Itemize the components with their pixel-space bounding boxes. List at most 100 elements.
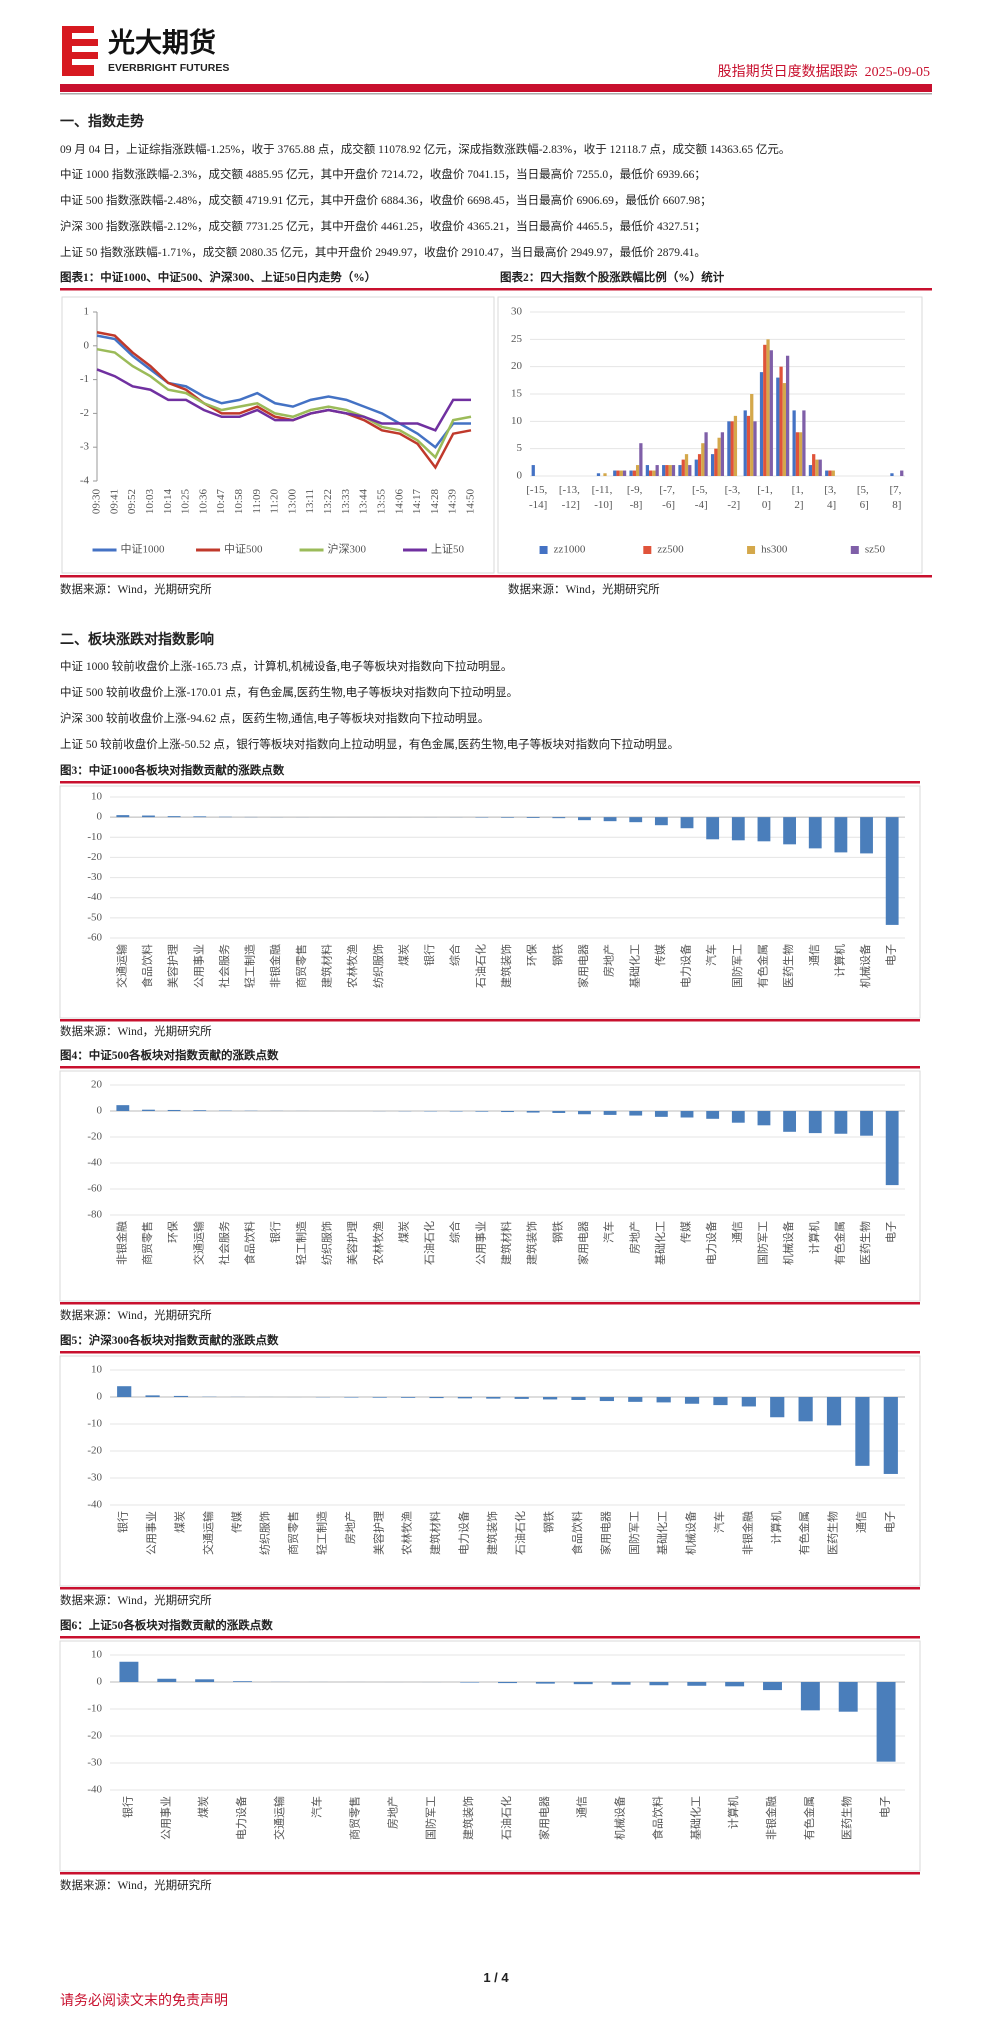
y-tick-label: -10	[87, 1418, 102, 1430]
bar	[684, 454, 689, 476]
bar	[526, 817, 540, 818]
bar	[514, 1397, 529, 1399]
bar	[457, 1397, 473, 1399]
bar	[763, 1682, 782, 1691]
bar	[501, 1111, 514, 1113]
legend-label: sz50	[865, 544, 886, 556]
y-tick-label: 0	[97, 1105, 103, 1117]
x-tick-label: 计算机	[807, 1221, 821, 1254]
x-tick-label: 14:28	[429, 489, 441, 515]
paragraph: 沪深 300 指数涨跌幅-2.12%，成交额 7731.25 亿元，其中开盘价 …	[60, 221, 706, 233]
y-tick-label: 20	[91, 1079, 103, 1091]
x-tick-label: 钢铁	[551, 1221, 564, 1243]
bar	[117, 1386, 132, 1397]
x-tick-label: 非银金融	[764, 1796, 778, 1840]
bar	[860, 817, 873, 854]
bar	[701, 443, 705, 476]
x-tick-label: 银行	[120, 1796, 134, 1818]
x-tick-label: 石油石化	[513, 1511, 527, 1555]
x-tick-label: 有色金属	[755, 944, 769, 988]
x-tick-label: 综合	[448, 1221, 462, 1243]
bar	[818, 459, 822, 476]
bar	[460, 1682, 480, 1683]
x-tick-label: 美容护理	[371, 1511, 385, 1555]
bar	[193, 816, 207, 818]
x-tick-label: 10:47	[215, 489, 227, 515]
bar	[629, 817, 643, 823]
bar	[808, 465, 813, 476]
x-tick-label: 公用事业	[474, 1221, 487, 1265]
x-tick-label: 银行	[422, 944, 436, 966]
bar	[486, 1397, 501, 1399]
legend-swatch	[747, 546, 756, 554]
bar	[783, 817, 797, 845]
x-tick-label: 公用事业	[145, 1511, 158, 1555]
x-tick-label: 房地产	[343, 1511, 357, 1544]
bar	[116, 815, 130, 818]
bar	[552, 1111, 566, 1113]
figure-title: 图4：中证500各板块对指数贡献的涨跌点数	[60, 1050, 279, 1062]
bar	[885, 817, 899, 925]
bar	[710, 454, 715, 476]
x-tick-label: 计算机	[726, 1796, 740, 1829]
bar	[757, 1111, 771, 1126]
y-tick-label: 0	[97, 811, 103, 823]
x-tick-label: 国防军工	[627, 1511, 641, 1555]
x-tick-label: 通信	[576, 1796, 589, 1818]
page-number: 1 / 4	[483, 1970, 509, 1985]
y-tick-label: -10	[87, 1703, 102, 1715]
x-tick-label: 家用电器	[537, 1796, 551, 1840]
x-tick-label: 食品饮料	[140, 944, 154, 988]
legend-label: 中证1000	[121, 543, 165, 556]
figure-title: 图表1：中证1000、中证500、沪深300、上证50日内走势（%）	[60, 272, 377, 284]
y-tick-label: 15	[511, 388, 523, 400]
x-tick-label: 13:11	[304, 489, 316, 514]
bar	[720, 432, 725, 476]
bar	[838, 1682, 858, 1712]
bar	[834, 1111, 848, 1134]
x-tick-label: [-9, -8]	[627, 484, 645, 511]
x-tick-label: 农林牧渔	[371, 1221, 385, 1265]
bar	[753, 421, 757, 476]
rule	[60, 1587, 920, 1590]
y-tick-label: -40	[87, 1157, 102, 1169]
x-tick-label: 11:09	[251, 489, 263, 514]
x-tick-label: 交通运输	[201, 1511, 215, 1555]
bar	[571, 1397, 586, 1400]
figure-title: 图6：上证50各板块对指数贡献的涨跌点数	[60, 1620, 273, 1632]
x-tick-label: [-11, -10]	[592, 484, 615, 511]
x-tick-label: 机械设备	[613, 1796, 627, 1840]
legend-label: 中证500	[224, 543, 263, 556]
x-tick-label: 14:39	[447, 489, 459, 515]
x-tick-label: [-1, 0]	[757, 484, 775, 511]
y-tick-label: 25	[511, 333, 523, 345]
x-tick-label: 非银金融	[740, 1511, 754, 1555]
x-tick-label: 有色金属	[832, 1221, 846, 1265]
x-tick-label: 10:03	[144, 489, 156, 515]
y-tick-label: 10	[91, 791, 103, 803]
rule	[60, 781, 920, 784]
rule	[60, 1351, 920, 1354]
x-tick-label: 环保	[525, 944, 539, 966]
x-tick-label: 家用电器	[576, 1221, 590, 1265]
bar	[706, 817, 720, 840]
y-tick-label: 20	[511, 360, 523, 372]
bar	[828, 470, 832, 476]
x-tick-label: 农林牧渔	[345, 944, 359, 988]
bar	[678, 465, 682, 476]
bar	[372, 1397, 387, 1398]
x-tick-label: 煤炭	[197, 1796, 210, 1818]
x-tick-label: 电子	[879, 1796, 892, 1818]
figure-source: 数据来源：Wind，光期研究所	[60, 1310, 212, 1322]
paragraph: 中证 1000 指数涨跌幅-2.3%，成交额 4885.95 亿元，其中开盘价 …	[60, 169, 706, 181]
x-tick-label: 交通运输	[191, 1221, 205, 1265]
x-tick-label: 通信	[855, 1511, 868, 1533]
y-tick-label: -60	[87, 932, 102, 944]
x-tick-label: 汽车	[310, 1796, 324, 1818]
bar	[167, 1109, 181, 1111]
figure-source: 数据来源：Wind，光期研究所	[60, 1880, 212, 1892]
rule	[60, 1066, 920, 1069]
bar	[652, 470, 656, 476]
legend-label: zz1000	[554, 544, 586, 556]
